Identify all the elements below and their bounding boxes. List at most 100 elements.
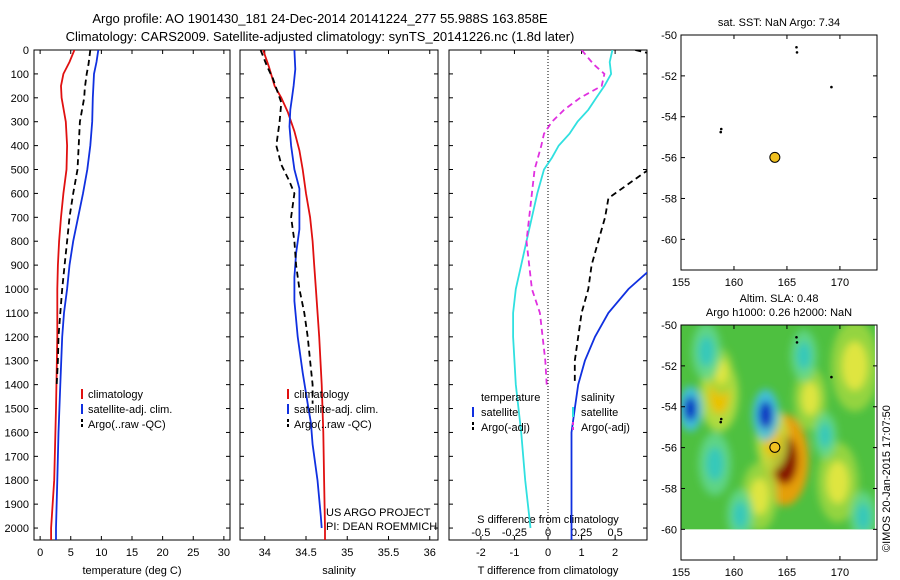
- x-tick-label: 2: [612, 547, 618, 559]
- x-tick-label: 30: [218, 547, 230, 559]
- series-line-climatology: [50, 50, 76, 540]
- x-tick-label: 160: [725, 277, 743, 289]
- secondary-x-axis-label: S difference from climatology: [477, 514, 619, 526]
- y-tick-label: 100: [11, 69, 29, 81]
- legend-label: Argo(..raw -QC): [294, 419, 372, 431]
- sla-blob-core: [758, 401, 773, 429]
- plot-frame: [33, 49, 231, 541]
- sla-blob-core: [698, 336, 715, 367]
- secondary-x-tick-label: -0.25: [502, 527, 527, 539]
- sla-blob-core: [684, 396, 697, 422]
- sla-blob-core: [749, 478, 769, 516]
- x-tick-label: 15: [126, 547, 138, 559]
- y-tick-label: 1600: [5, 427, 29, 439]
- legend-label: satellite-adj. clim.: [294, 404, 378, 416]
- sla-blob-core: [706, 447, 724, 481]
- sla-blob-core: [733, 501, 748, 529]
- secondary-x-tick-label: 0: [545, 527, 551, 539]
- x-tick-label: 165: [778, 277, 796, 289]
- y-tick-label: -52: [661, 71, 677, 83]
- series-line-argo-adj--salinity: [525, 50, 606, 385]
- x-tick-label: 35: [341, 547, 353, 559]
- y-tick-label: 700: [11, 212, 29, 224]
- series-line-argo-raw-qc-: [259, 50, 314, 404]
- salinity-panel: 34 34.5 35 35.5 36 salinity climatology satelli…: [239, 49, 439, 577]
- sst-map-panel: -50 -52 -54 -56 -58 -60 155 160 165 170 sat. SST: …: [661, 17, 878, 289]
- x-tick-label: 155: [672, 277, 690, 289]
- series-line-argo-raw-qc-: [55, 50, 92, 385]
- x-tick-label: 10: [95, 547, 107, 559]
- x-tick-label: 155: [672, 567, 690, 579]
- y-tick-label: 400: [11, 141, 29, 153]
- map-title: Argo h1000: 0.26 h2000: NaN: [706, 307, 852, 319]
- difference-panel: -2 -1 0 1 2 T difference from climatology -0.5…: [448, 49, 648, 577]
- legend-label: Argo(..raw -QC): [88, 419, 166, 431]
- series-line-satellite-adj-clim-: [55, 50, 100, 540]
- x-axis-label: salinity: [322, 565, 356, 577]
- series-line-satellite-temperature: [570, 271, 647, 540]
- y-tick-label: -52: [661, 361, 677, 373]
- x-tick-label: 20: [157, 547, 169, 559]
- watermark: ©IMOS 20-Jan-2015 17:07:50: [881, 405, 893, 552]
- map-frame: [680, 34, 878, 271]
- y-tick-label: -50: [661, 30, 677, 42]
- y-tick-label: 1100: [5, 308, 29, 320]
- sla-blob-core: [796, 341, 812, 370]
- chart-title-line-2: Climatology: CARS2009. Satellite-adjuste…: [65, 29, 575, 44]
- float-position-point: [719, 130, 723, 134]
- series-line-satellite-salinity: [512, 50, 614, 529]
- x-tick-label: 0: [37, 547, 43, 559]
- annotation-pi: PI: DEAN ROEMMICH: [326, 521, 437, 533]
- x-tick-label: 5: [68, 547, 74, 559]
- legend-label: satellite: [481, 407, 518, 419]
- plot-frame: [448, 49, 648, 541]
- y-tick-label: 1900: [5, 499, 29, 511]
- sla-map-panel: -50 -52 -54 -56 -58 -60 155 160 165 170 Altim. SLA…: [661, 293, 878, 579]
- secondary-x-tick-label: 0.5: [607, 527, 622, 539]
- profile-location-marker: [769, 441, 781, 453]
- y-tick-label: 1800: [5, 475, 29, 487]
- x-tick-label: 36: [424, 547, 436, 559]
- x-axis-label: temperature (deg C): [82, 565, 181, 577]
- y-tick-label: -58: [661, 483, 677, 495]
- series-line-satellite-adj-clim-: [288, 50, 323, 529]
- x-tick-label: 34.5: [295, 547, 316, 559]
- y-tick-label: 1300: [5, 356, 29, 368]
- legend-label: satellite: [581, 407, 618, 419]
- sla-blob-core: [826, 460, 849, 504]
- float-position-point: [719, 420, 723, 424]
- plot-frame: [239, 49, 439, 541]
- sla-blob-core: [818, 423, 832, 448]
- y-tick-label: -60: [661, 234, 677, 246]
- y-tick-label: -54: [661, 402, 677, 414]
- y-tick-label: 0: [23, 45, 29, 57]
- profile-location-marker: [769, 151, 781, 163]
- float-position-point: [830, 85, 833, 89]
- x-tick-label: 170: [831, 277, 849, 289]
- y-tick-label: 1500: [5, 404, 29, 416]
- legend-heading: temperature: [481, 392, 540, 404]
- secondary-x-tick-label: -0.5: [471, 527, 490, 539]
- x-tick-label: 25: [187, 547, 199, 559]
- y-tick-label: 600: [11, 188, 29, 200]
- y-tick-label: 1700: [5, 451, 29, 463]
- series-line-climatology: [262, 50, 326, 540]
- heatmap-cells: [681, 325, 875, 530]
- legend-label: satellite-adj. clim.: [88, 404, 172, 416]
- sla-blob-core: [842, 341, 868, 391]
- legend-label: climatology: [294, 389, 350, 401]
- x-tick-label: 0: [545, 547, 551, 559]
- x-tick-label: -1: [510, 547, 520, 559]
- legend-label: climatology: [88, 389, 144, 401]
- legend-label: Argo(-adj): [481, 422, 530, 434]
- y-tick-label: 200: [11, 93, 29, 105]
- secondary-x-tick-label: 0.25: [571, 527, 592, 539]
- float-position-point: [719, 127, 723, 131]
- x-tick-label: 35.5: [378, 547, 399, 559]
- x-tick-label: 1: [578, 547, 584, 559]
- float-position-point: [795, 51, 799, 54]
- y-tick-label: 900: [11, 260, 29, 272]
- x-tick-label: 160: [725, 567, 743, 579]
- map-title: Altim. SLA: 0.48: [740, 293, 819, 305]
